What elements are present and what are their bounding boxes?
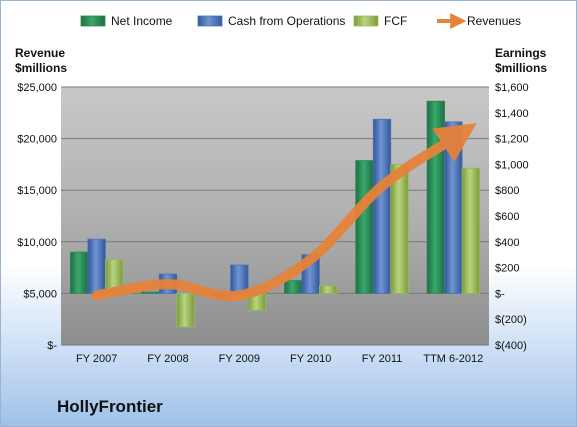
bar-net-income (284, 280, 303, 294)
line-revenues (91, 123, 477, 302)
company-name: HollyFrontier (57, 397, 163, 416)
right-tick-label: $200 (495, 263, 519, 275)
legend-swatch (80, 15, 106, 27)
legend: Net Income Cash from Operations FCF Revenue… (80, 13, 521, 29)
right-tick-label: $400 (495, 237, 519, 249)
bar-net-income (70, 251, 89, 294)
right-tick-label: $1,400 (495, 108, 529, 120)
right-tick-label: $- (495, 288, 505, 300)
right-tick-label: $600 (495, 211, 519, 223)
bar-cash-from-operations (87, 238, 106, 294)
legend-swatch (197, 15, 223, 27)
legend-label: Net Income (111, 14, 173, 28)
right-axis-title-line1: Earnings (495, 46, 547, 60)
left-axis-title: Revenue $millions (15, 46, 67, 76)
bar-fcf (390, 163, 409, 294)
bar-fcf (319, 285, 338, 294)
legend-swatch (353, 15, 379, 27)
right-tick-label: $1,000 (495, 159, 529, 171)
category-label: FY 2008 (147, 353, 188, 365)
axes: $- $5,000 $10,000 $15,000 $20,000 $25,000 $(40… (17, 82, 528, 365)
bar-net-income (141, 291, 160, 294)
bar-fcf (461, 167, 480, 294)
bar-fcf (176, 292, 195, 328)
category-label: FY 2007 (76, 353, 117, 365)
legend-label: Revenues (467, 14, 521, 28)
left-tick-label: $15,000 (17, 185, 57, 197)
category-label: FY 2010 (290, 353, 331, 365)
left-tick-label: $20,000 (17, 134, 57, 146)
left-tick-label: $5,000 (23, 288, 57, 300)
left-tick-label: $- (47, 340, 57, 352)
left-tick-label: $10,000 (17, 237, 57, 249)
right-tick-label: $1,600 (495, 82, 529, 94)
plot-area (61, 87, 489, 345)
right-tick-label: $(200) (495, 314, 527, 326)
right-tick-label: $800 (495, 185, 519, 197)
revenue-line (91, 123, 477, 302)
legend-label: Cash from Operations (228, 14, 345, 28)
bar-net-income (426, 100, 445, 294)
left-axis-title-line1: Revenue (15, 46, 66, 60)
left-tick-label: $25,000 (17, 82, 57, 94)
category-label: FY 2009 (219, 353, 260, 365)
right-axis-title-line2: $millions (495, 61, 548, 75)
category-label: FY 2011 (362, 353, 403, 365)
right-axis-title: Earnings $millions (495, 46, 547, 76)
category-label: TTM 6-2012 (423, 353, 483, 365)
right-tick-label: $1,200 (495, 134, 529, 146)
legend-label: FCF (384, 14, 407, 28)
bar-net-income (355, 160, 374, 294)
bar-cash-from-operations (372, 118, 392, 294)
right-tick-label: $(400) (495, 340, 527, 352)
left-axis-title-line2: $millions (15, 61, 68, 75)
